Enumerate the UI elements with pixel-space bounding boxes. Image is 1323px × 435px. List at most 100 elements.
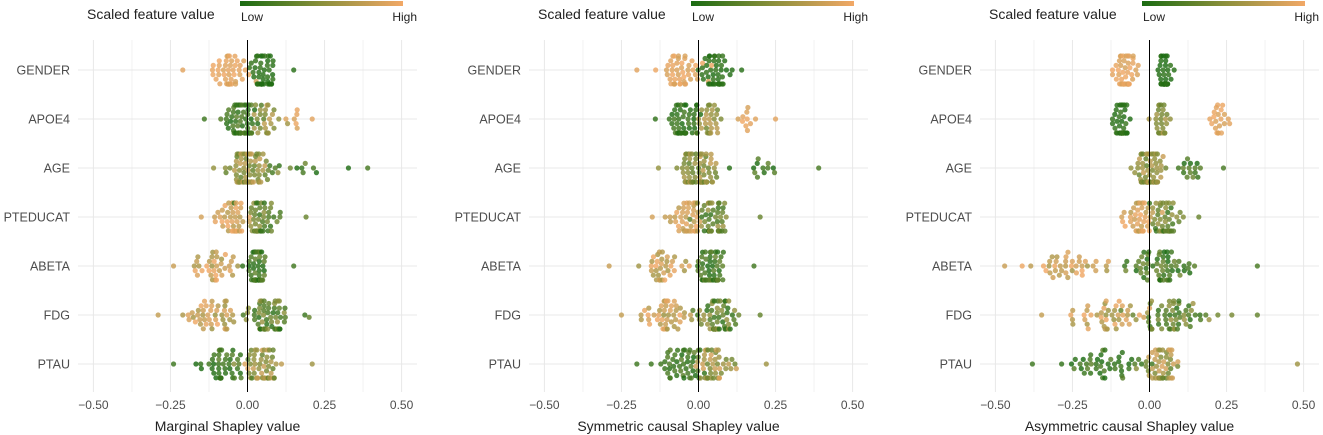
data-point [1039, 312, 1045, 318]
data-point [1109, 312, 1115, 318]
data-point [677, 319, 683, 325]
data-point [1187, 170, 1193, 176]
data-point [733, 366, 739, 372]
data-point [268, 370, 274, 376]
data-point [697, 375, 704, 381]
data-point [257, 65, 263, 71]
data-point [268, 228, 275, 234]
data-point [686, 125, 692, 131]
data-point [219, 207, 225, 213]
data-point [222, 62, 229, 68]
data-point [672, 81, 678, 87]
data-point [1220, 102, 1226, 108]
data-point [634, 67, 640, 73]
data-point [657, 307, 663, 313]
data-point [1154, 151, 1160, 157]
data-point [222, 165, 228, 171]
data-point [1144, 310, 1151, 316]
data-point [705, 303, 711, 309]
data-point [701, 163, 707, 169]
x-tick-label: −0.25 [155, 398, 186, 412]
data-point [1123, 121, 1129, 127]
series-PTEDUCAT [1119, 200, 1202, 234]
data-point [262, 111, 268, 117]
data-point [1161, 359, 1167, 365]
data-point [699, 151, 705, 157]
data-point [1176, 219, 1182, 225]
data-point [680, 205, 687, 211]
series-FDG [618, 298, 763, 332]
data-point [689, 130, 695, 136]
data-point [634, 361, 640, 367]
data-point [256, 151, 262, 157]
data-point [747, 121, 754, 127]
data-point [1180, 165, 1186, 171]
data-point [1160, 153, 1166, 160]
data-point [1143, 363, 1149, 369]
data-point [1119, 118, 1125, 124]
data-point [683, 102, 689, 108]
data-point [1160, 268, 1166, 274]
legend-colorbar [1142, 1, 1305, 6]
data-point [1132, 212, 1139, 218]
data-point [698, 125, 705, 131]
data-point [265, 102, 271, 108]
data-point [657, 265, 664, 271]
data-point [1063, 258, 1069, 264]
series-FDG [1039, 298, 1260, 332]
data-point [262, 254, 268, 260]
data-point [267, 163, 273, 169]
x-tick-label: 0.50 [1292, 398, 1316, 412]
data-point [218, 256, 225, 262]
data-point [702, 219, 708, 225]
data-point [706, 268, 712, 274]
data-point [701, 228, 707, 234]
data-point [237, 370, 243, 376]
data-point [712, 170, 719, 176]
data-point [1112, 307, 1118, 313]
data-point [1172, 312, 1178, 318]
data-point [257, 205, 263, 211]
data-point [1069, 317, 1076, 323]
data-point [1155, 207, 1161, 213]
data-point [707, 254, 713, 260]
data-point [209, 366, 215, 372]
data-point [1167, 356, 1174, 362]
data-point [191, 263, 197, 269]
legend-high-label: High [392, 10, 417, 24]
data-point [1144, 277, 1151, 283]
data-point [677, 107, 683, 113]
data-point [1124, 258, 1130, 264]
data-point [693, 363, 699, 369]
data-point [265, 310, 271, 316]
data-point [282, 314, 288, 320]
data-point [1104, 326, 1110, 332]
data-point [239, 123, 245, 129]
data-point [257, 361, 263, 367]
data-point [691, 349, 697, 356]
data-point [765, 165, 771, 171]
data-point [673, 219, 679, 225]
data-point [252, 172, 258, 178]
data-point [1180, 214, 1186, 220]
legend-low-label: Low [692, 10, 714, 24]
x-axis-title: Asymmetric causal Shapley value [1025, 418, 1235, 434]
data-point [718, 254, 724, 260]
data-point [1165, 254, 1171, 260]
data-point [1087, 356, 1093, 362]
data-point [745, 104, 751, 111]
data-point [695, 263, 701, 269]
data-point [714, 111, 720, 117]
data-point [683, 130, 689, 136]
data-point [708, 352, 714, 358]
data-point [230, 67, 236, 73]
data-point [155, 312, 161, 318]
data-point [293, 121, 299, 127]
data-point [211, 370, 217, 376]
data-point [259, 219, 266, 225]
data-point [1083, 361, 1090, 367]
data-point [723, 214, 729, 220]
data-point [666, 116, 672, 122]
data-point [1183, 321, 1189, 327]
data-point [1149, 167, 1155, 173]
